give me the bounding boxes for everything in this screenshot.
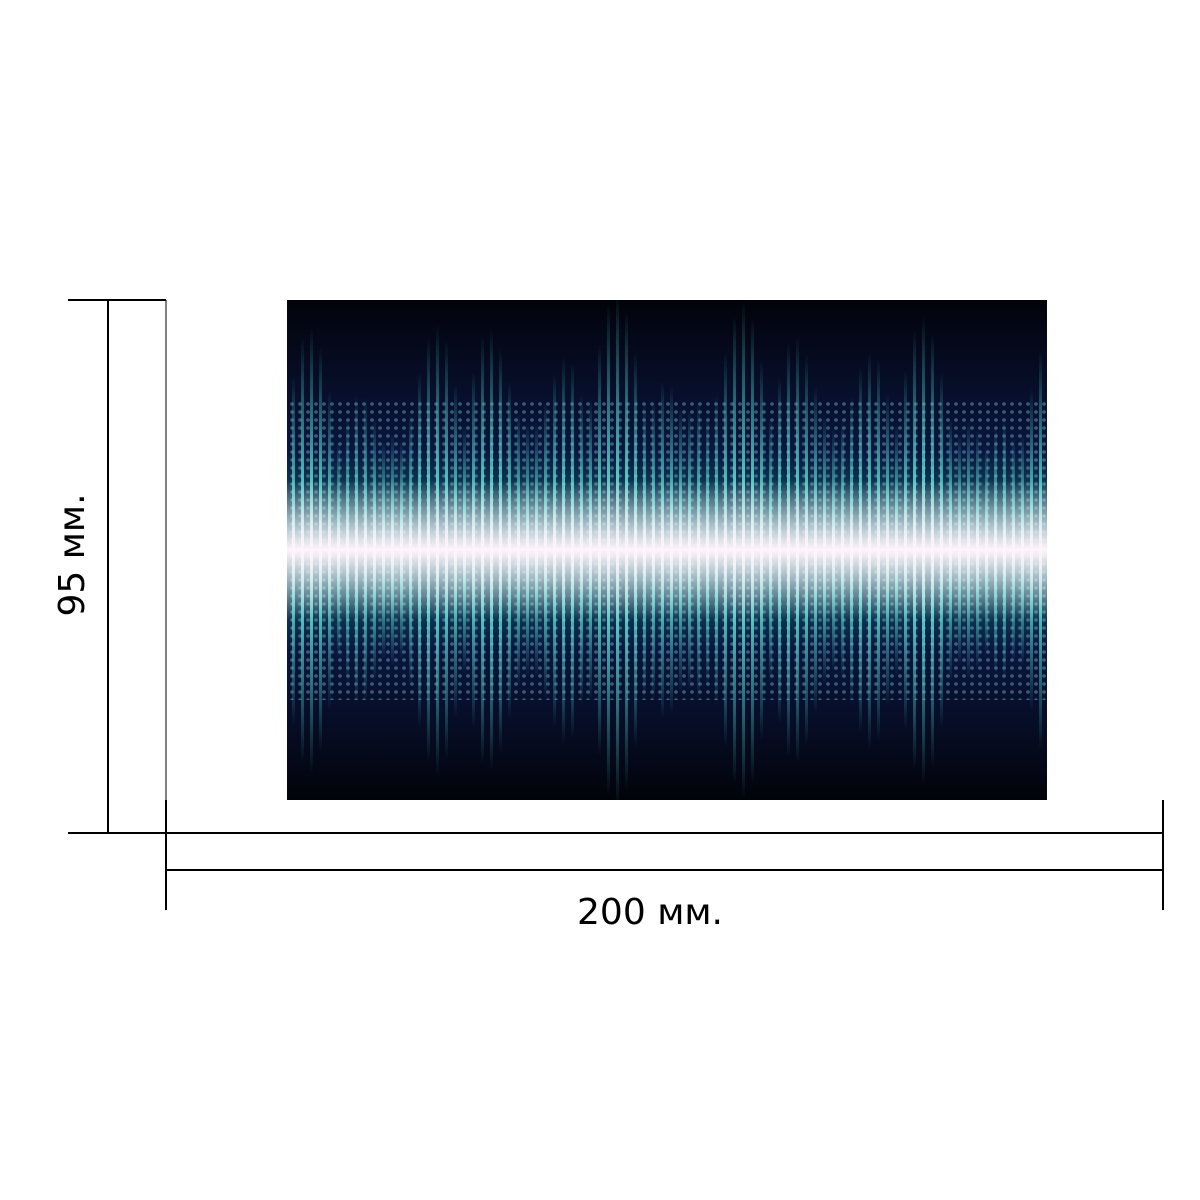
center-glow — [287, 480, 1047, 620]
picture — [287, 300, 1047, 800]
height-label: 95 мм. — [52, 493, 93, 616]
width-label: 200 мм. — [577, 892, 723, 933]
